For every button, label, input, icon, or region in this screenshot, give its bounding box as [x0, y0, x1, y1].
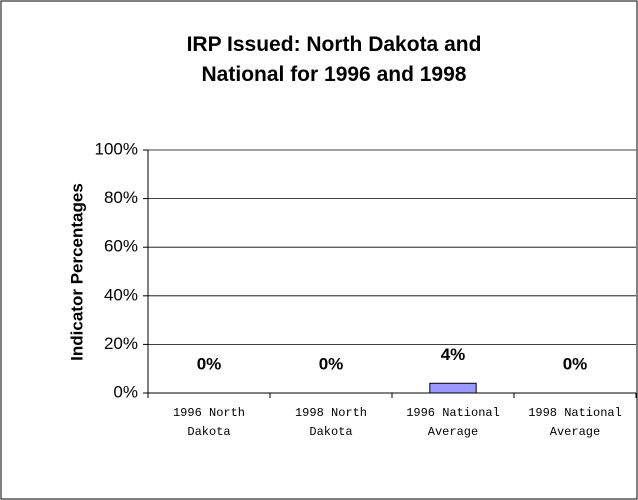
x-tick-label: 1996 National Average	[406, 406, 500, 439]
y-tick-label: 0%	[113, 382, 138, 401]
x-tick-label: 1998 National Average	[528, 406, 622, 439]
y-tick-label: 80%	[104, 188, 138, 207]
data-label: 4%	[441, 345, 466, 364]
x-tick-label: 1996 North Dakota	[172, 406, 245, 439]
y-tick-label: 100%	[95, 139, 138, 158]
bar	[429, 382, 477, 394]
x-tick-label: 1998 North Dakota	[294, 406, 367, 439]
data-label: 0%	[319, 354, 344, 373]
chart-title: IRP Issued: North Dakota and National fo…	[186, 33, 482, 86]
y-tick-label: 20%	[104, 334, 138, 353]
data-label: 0%	[197, 354, 222, 373]
y-tick-label: 60%	[104, 237, 138, 256]
y-axis-label: Indicator Percentages	[67, 183, 86, 361]
y-tick-label: 40%	[104, 285, 138, 304]
data-label: 0%	[563, 354, 588, 373]
